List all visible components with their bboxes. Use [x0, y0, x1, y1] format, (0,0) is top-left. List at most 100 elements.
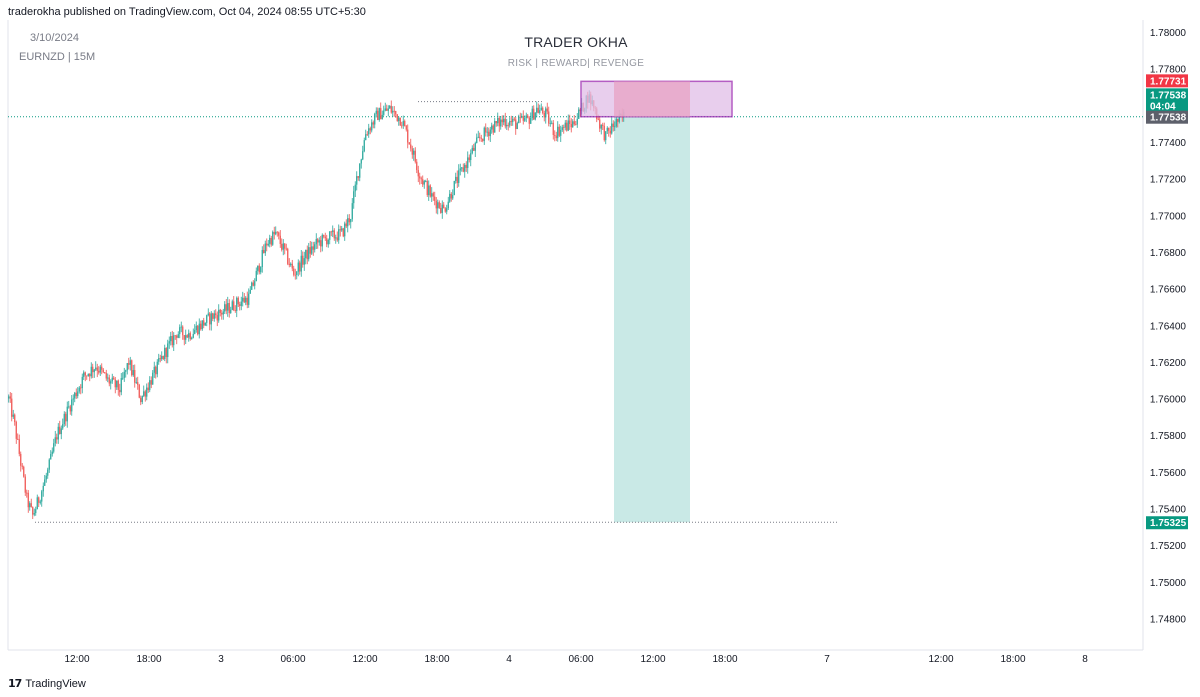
candle	[564, 120, 566, 131]
candle	[11, 392, 13, 422]
candle	[411, 145, 413, 159]
candle	[440, 202, 442, 214]
candle	[458, 164, 460, 187]
candle	[14, 413, 16, 426]
candle	[390, 100, 392, 114]
candle	[612, 120, 614, 132]
candle	[279, 230, 281, 248]
candle	[327, 238, 329, 248]
candle	[363, 137, 365, 153]
candle	[72, 394, 74, 406]
risk-zone[interactable]	[580, 80, 733, 118]
candle	[152, 370, 154, 385]
candle	[116, 380, 118, 390]
price-tick-label: 1.75600	[1150, 468, 1187, 479]
price-scale[interactable]: 1.78000 1.77800 1.77400 1.77200 1.77000 1.768…	[1150, 28, 1187, 625]
candle	[380, 102, 382, 120]
candle	[413, 148, 415, 161]
candle	[284, 243, 286, 255]
candle	[243, 293, 245, 303]
price-tick-label: 1.78000	[1150, 28, 1187, 39]
candle	[608, 127, 610, 137]
candle	[158, 353, 160, 365]
candle	[338, 224, 340, 244]
candle	[378, 107, 380, 122]
candle	[173, 332, 175, 351]
candle	[62, 418, 64, 430]
candle	[578, 107, 580, 120]
candle	[197, 325, 199, 336]
tradingview-footer[interactable]: 17 TradingView	[8, 677, 86, 690]
time-tick-label: 8	[1082, 654, 1088, 665]
candle	[518, 114, 520, 124]
candle	[126, 362, 128, 375]
candle	[42, 482, 44, 497]
candle	[15, 420, 17, 444]
time-tick-label: 18:00	[1000, 654, 1025, 665]
candle	[113, 376, 115, 380]
candle	[275, 226, 277, 236]
candle	[234, 305, 236, 313]
candle	[519, 112, 521, 123]
reward-zone[interactable]	[614, 116, 690, 523]
candle	[276, 231, 278, 237]
candle	[438, 200, 440, 209]
candle	[482, 138, 484, 143]
candle	[545, 106, 547, 124]
candle	[170, 331, 172, 346]
candle	[414, 147, 416, 164]
candle	[146, 383, 148, 401]
candle	[44, 474, 46, 487]
candle	[614, 121, 616, 131]
candle	[534, 112, 536, 121]
candle	[452, 189, 454, 200]
candle	[149, 376, 151, 393]
candle	[117, 379, 119, 396]
candle	[290, 262, 292, 267]
candle	[180, 321, 182, 333]
candle	[393, 106, 395, 117]
candle	[420, 176, 422, 185]
candle	[102, 368, 104, 374]
candle	[507, 122, 509, 131]
price-tick-label: 1.75000	[1150, 578, 1187, 589]
candle	[309, 240, 311, 258]
legend-symbol[interactable]: EURNZD | 15M	[19, 51, 96, 63]
candle	[269, 234, 271, 248]
price-tick-label: 1.75400	[1150, 505, 1187, 516]
candle	[554, 130, 556, 142]
candle	[159, 354, 161, 363]
time-tick-label: 18:00	[136, 654, 161, 665]
candle	[29, 501, 31, 511]
candle	[312, 241, 314, 256]
time-tick-label: 12:00	[928, 654, 953, 665]
candle	[267, 239, 269, 247]
candle	[189, 331, 191, 341]
candle	[489, 126, 491, 142]
candle	[570, 118, 572, 133]
candle	[431, 187, 433, 203]
candle	[351, 198, 353, 222]
reward-box[interactable]	[614, 116, 690, 523]
candle	[566, 119, 568, 132]
candle	[122, 372, 124, 381]
candle	[263, 244, 265, 254]
time-scale[interactable]: 12:00 18:00 3 06:00 12:00 18:00 4 06:00 12:00 18:…	[64, 654, 1088, 665]
candle	[198, 318, 200, 339]
candle	[164, 344, 166, 362]
candle	[191, 336, 193, 340]
candle	[248, 288, 250, 308]
candle	[50, 450, 52, 460]
candle	[611, 117, 613, 135]
candle	[426, 178, 428, 197]
candle	[491, 122, 493, 134]
candle	[341, 225, 343, 232]
target-price-label-text: 1.75325	[1150, 518, 1187, 529]
candle	[449, 190, 451, 203]
price-tick-label: 1.76000	[1150, 395, 1187, 406]
candle	[282, 239, 284, 256]
candle	[296, 270, 298, 280]
candle	[515, 117, 517, 135]
price-tick-label: 1.77200	[1150, 175, 1187, 186]
